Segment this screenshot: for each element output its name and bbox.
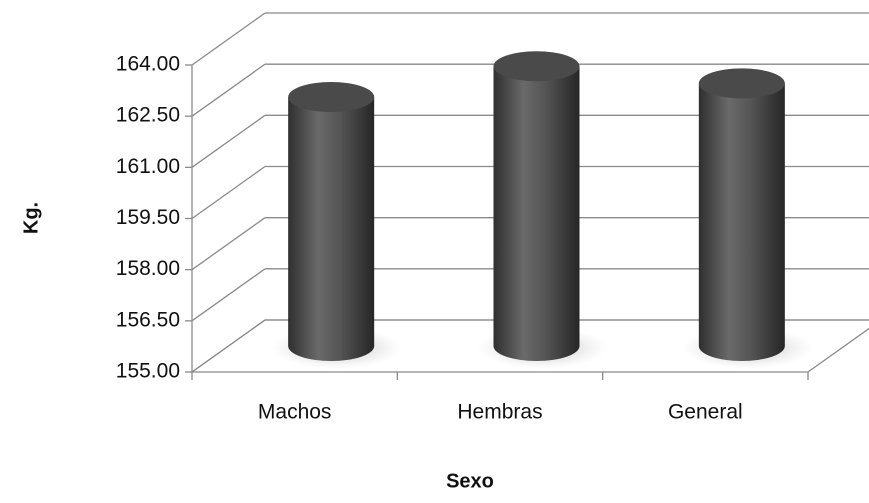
grid-line-side [191, 63, 266, 117]
y-tick-label: 161.00 [116, 155, 180, 178]
bar-top [288, 81, 375, 112]
x-tick-label: Machos [258, 401, 332, 424]
grid-line-side [191, 165, 266, 220]
y-tick-label: 155.00 [116, 360, 180, 383]
y-axis-title: Kg. [20, 202, 42, 234]
y-tick-label: 156.50 [116, 308, 180, 331]
y-tick-label: 159.50 [116, 206, 180, 229]
grid-line-side [191, 12, 266, 66]
bar [288, 96, 375, 361]
x-axis-title: Sexo [446, 470, 494, 492]
y-tick-label: 162.50 [116, 104, 180, 127]
bar-top [698, 68, 785, 99]
plot-marks [272, 51, 813, 369]
x-tick-label: General [668, 401, 743, 424]
bar-top [493, 51, 580, 82]
grid-line-side [191, 319, 266, 373]
bar [698, 83, 785, 361]
y-tick-label: 164.00 [116, 53, 180, 76]
x-tick-label: Hembras [457, 401, 542, 424]
grid-line-side [191, 217, 266, 271]
y-tick-label: 158.00 [116, 257, 180, 280]
grid-line-side [191, 114, 266, 168]
grid-line-side [191, 268, 266, 322]
bar [493, 66, 580, 362]
